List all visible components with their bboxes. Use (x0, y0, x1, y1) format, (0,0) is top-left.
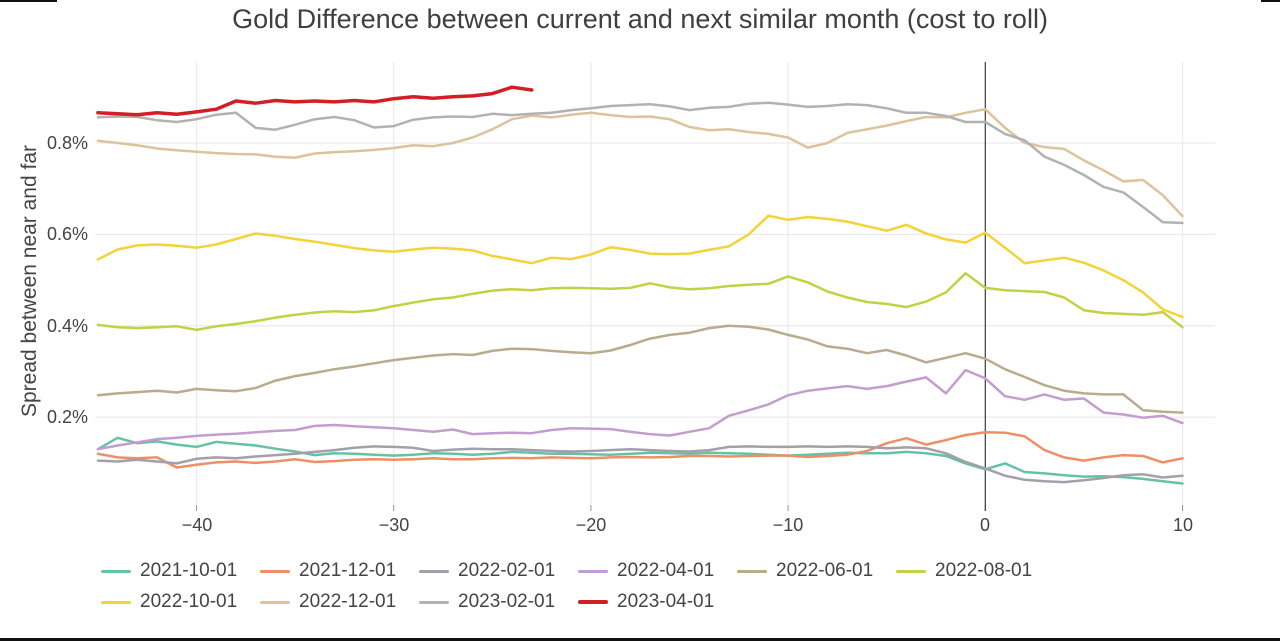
x-tick-label: −30 (378, 515, 410, 535)
legend-item-2021-12-01[interactable]: 2021-12-01 (260, 560, 419, 582)
legend-item-2022-02-01[interactable]: 2022-02-01 (419, 560, 578, 582)
legend-item-2022-12-01[interactable]: 2022-12-01 (260, 591, 419, 613)
series-line-2022-12-01[interactable] (96, 107, 1184, 218)
x-tick-label: 0 (979, 515, 990, 535)
series-line-2023-04-01[interactable] (96, 85, 534, 117)
legend-label: 2023-02-01 (458, 591, 556, 612)
legend-label: 2021-10-01 (140, 560, 238, 581)
legend-item-2022-06-01[interactable]: 2022-06-01 (737, 560, 896, 582)
series-line-2022-04-01[interactable] (96, 368, 1184, 451)
legend-label: 2022-10-01 (140, 591, 238, 612)
legend-item-2022-08-01[interactable]: 2022-08-01 (896, 560, 1055, 582)
legend-item-2021-10-01[interactable]: 2021-10-01 (101, 560, 260, 582)
legend-swatch (896, 569, 926, 573)
legend-label: 2021-12-01 (299, 560, 397, 581)
y-tick-label: 0.8% (46, 133, 88, 153)
series-line-2021-10-01[interactable] (96, 436, 1184, 485)
legend-swatch (578, 569, 608, 573)
legend-swatch (260, 569, 290, 573)
legend-swatch (419, 600, 449, 604)
legend-item-2023-04-01[interactable]: 2023-04-01 (578, 591, 737, 613)
y-tick-label: 0.2% (46, 407, 88, 427)
chart-title: Gold Difference between current and next… (232, 4, 1048, 34)
legend-swatch (419, 569, 449, 573)
legend-label: 2022-04-01 (617, 560, 715, 581)
series-line-2022-06-01[interactable] (96, 324, 1184, 414)
window-border-bottom (0, 638, 1280, 641)
legend-swatch (101, 569, 131, 573)
legend-swatch (260, 600, 290, 604)
legend-label: 2022-12-01 (299, 591, 397, 612)
window-border-top-left (0, 0, 57, 2)
window-border-top-right (1261, 0, 1280, 2)
series-line-2022-10-01[interactable] (96, 214, 1184, 319)
series-line-2021-12-01[interactable] (96, 431, 1184, 469)
legend: 2021-10-01 2021-12-01 2022-02-01 2022-04-01… (101, 560, 1101, 613)
x-tick-label: −20 (575, 515, 607, 535)
x-tick-label: −40 (181, 515, 213, 535)
x-tick-label: 10 (1172, 515, 1194, 535)
legend-label: 2022-08-01 (935, 560, 1033, 581)
series-line-2022-02-01[interactable] (96, 445, 1184, 484)
legend-swatch (578, 600, 608, 604)
legend-swatch (737, 569, 767, 573)
y-tick-label: 0.6% (46, 224, 88, 244)
legend-label: 2022-06-01 (776, 560, 874, 581)
legend-label: 2022-02-01 (458, 560, 556, 581)
x-tick-label: −10 (772, 515, 804, 535)
series-line-2022-08-01[interactable] (96, 271, 1184, 332)
legend-label: 2023-04-01 (617, 591, 715, 612)
legend-item-2022-10-01[interactable]: 2022-10-01 (101, 591, 260, 613)
legend-item-2023-02-01[interactable]: 2023-02-01 (419, 591, 578, 613)
series-line-2023-02-01[interactable] (96, 101, 1184, 225)
legend-item-2022-04-01[interactable]: 2022-04-01 (578, 560, 737, 582)
y-tick-label: 0.4% (46, 316, 88, 336)
legend-swatch (101, 600, 131, 604)
